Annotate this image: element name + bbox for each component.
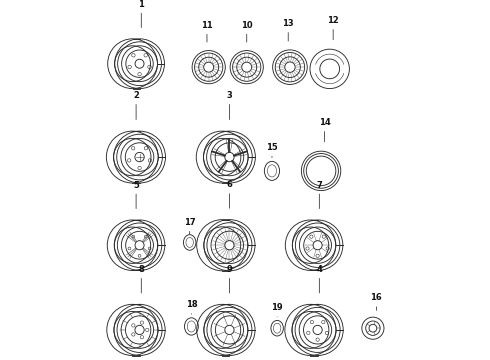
Text: 17: 17 [184, 218, 196, 227]
Text: 5: 5 [133, 181, 139, 190]
Text: 7: 7 [317, 181, 322, 190]
Text: 9: 9 [226, 265, 232, 274]
Text: 4: 4 [317, 265, 322, 274]
Text: 18: 18 [186, 300, 197, 309]
Text: 13: 13 [282, 19, 294, 28]
Text: 1: 1 [138, 0, 144, 9]
Text: 14: 14 [318, 118, 330, 127]
Text: 19: 19 [271, 303, 283, 312]
Text: 11: 11 [201, 21, 213, 30]
Text: 2: 2 [133, 91, 139, 100]
Text: 16: 16 [370, 293, 382, 302]
Text: 8: 8 [138, 265, 144, 274]
Text: 3: 3 [226, 91, 232, 100]
Text: 6: 6 [226, 180, 232, 189]
Text: 10: 10 [241, 21, 252, 30]
Text: 12: 12 [327, 16, 339, 25]
Text: 15: 15 [266, 143, 278, 152]
